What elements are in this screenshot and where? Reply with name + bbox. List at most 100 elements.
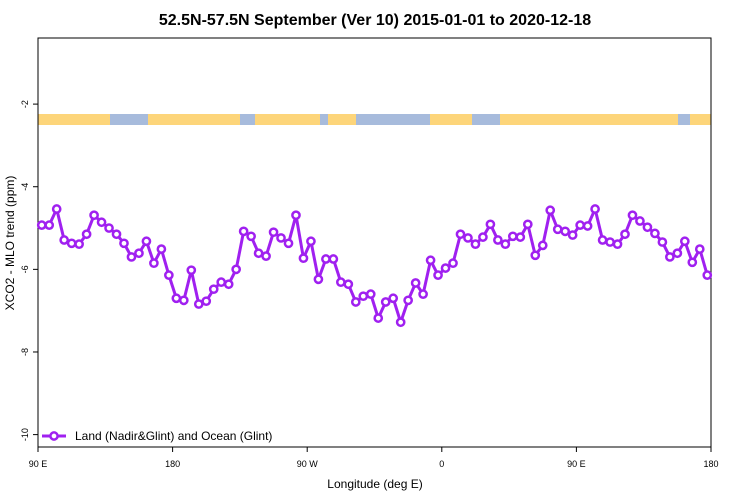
- point: [74, 239, 84, 250]
- point: [253, 248, 264, 259]
- point: [283, 238, 294, 249]
- point: [672, 248, 683, 259]
- chart-title: 52.5N-57.5N September (Ver 10) 2015-01-0…: [159, 12, 591, 29]
- point: [321, 254, 331, 264]
- point: [178, 295, 189, 306]
- point: [134, 248, 144, 259]
- point: [358, 291, 369, 302]
- point: [433, 270, 443, 280]
- point: [440, 263, 451, 273]
- point: [343, 279, 354, 290]
- point: [373, 313, 384, 323]
- point: [291, 210, 301, 221]
- x-tick-label: 90 E: [29, 459, 48, 469]
- point: [425, 255, 436, 266]
- point: [231, 264, 242, 275]
- point: [694, 244, 705, 254]
- point: [567, 230, 578, 240]
- land-ocean-strip: [38, 114, 711, 125]
- y-tick-label: -4: [20, 183, 30, 191]
- point: [306, 236, 316, 247]
- point: [111, 229, 122, 240]
- point: [350, 297, 361, 307]
- point: [582, 221, 593, 231]
- point: [298, 253, 309, 264]
- point: [410, 278, 421, 288]
- point: [702, 270, 713, 280]
- point: [642, 222, 653, 233]
- y-tick-label: -6: [20, 265, 30, 273]
- point: [201, 296, 212, 307]
- point: [627, 210, 638, 221]
- point: [223, 279, 234, 290]
- point: [59, 235, 70, 245]
- point: [448, 258, 458, 269]
- y-axis-label: XCO2 - MLO trend (ppm): [3, 176, 17, 311]
- point: [552, 224, 563, 235]
- point: [650, 228, 660, 239]
- point: [455, 229, 466, 240]
- point: [530, 250, 541, 261]
- point: [395, 317, 406, 328]
- point: [119, 238, 129, 249]
- point: [126, 252, 137, 262]
- point: [500, 239, 511, 250]
- point: [328, 254, 339, 264]
- point: [403, 295, 413, 306]
- legend-label: Land (Nadir&Glint) and Ocean (Glint): [75, 429, 272, 443]
- point: [216, 277, 227, 288]
- point: [575, 220, 585, 230]
- point: [276, 233, 286, 243]
- point: [665, 252, 675, 262]
- point: [66, 238, 77, 249]
- point: [171, 293, 182, 304]
- legend-marker: [49, 431, 59, 441]
- point: [380, 297, 391, 307]
- point: [193, 299, 204, 309]
- point: [478, 232, 488, 242]
- point: [515, 232, 526, 242]
- point: [36, 220, 47, 230]
- point: [96, 217, 107, 228]
- point: [522, 219, 533, 230]
- point: [141, 236, 152, 247]
- point: [687, 257, 698, 268]
- point: [261, 251, 271, 261]
- series-line: [41, 204, 709, 328]
- point: [560, 226, 571, 237]
- point: [313, 274, 324, 285]
- point: [149, 258, 159, 269]
- point: [246, 231, 256, 242]
- point: [418, 289, 428, 299]
- point: [208, 284, 219, 295]
- x-tick-label: 180: [165, 459, 180, 469]
- point: [612, 239, 623, 250]
- point: [164, 270, 174, 280]
- point: [463, 233, 473, 243]
- point: [485, 219, 496, 230]
- point: [470, 239, 481, 250]
- point: [590, 204, 600, 214]
- point: [186, 265, 197, 276]
- point: [597, 235, 608, 245]
- plot-frame: [37, 37, 712, 448]
- x-axis-label: Longitude (deg E): [327, 477, 422, 491]
- point: [635, 216, 645, 226]
- point: [388, 293, 399, 304]
- point: [104, 223, 114, 233]
- point: [238, 226, 249, 237]
- point: [493, 235, 503, 245]
- y-tick-label: -10: [20, 428, 30, 441]
- point: [537, 240, 548, 251]
- y-tick-label: -2: [20, 100, 30, 108]
- x-tick-label: 90 W: [297, 459, 319, 469]
- x-tick-label: 90 E: [567, 459, 586, 469]
- point: [89, 210, 99, 221]
- point: [336, 277, 346, 288]
- point: [605, 237, 615, 247]
- point: [545, 205, 556, 216]
- point: [81, 229, 92, 240]
- point: [365, 289, 376, 299]
- x-tick-label: 180: [703, 459, 718, 469]
